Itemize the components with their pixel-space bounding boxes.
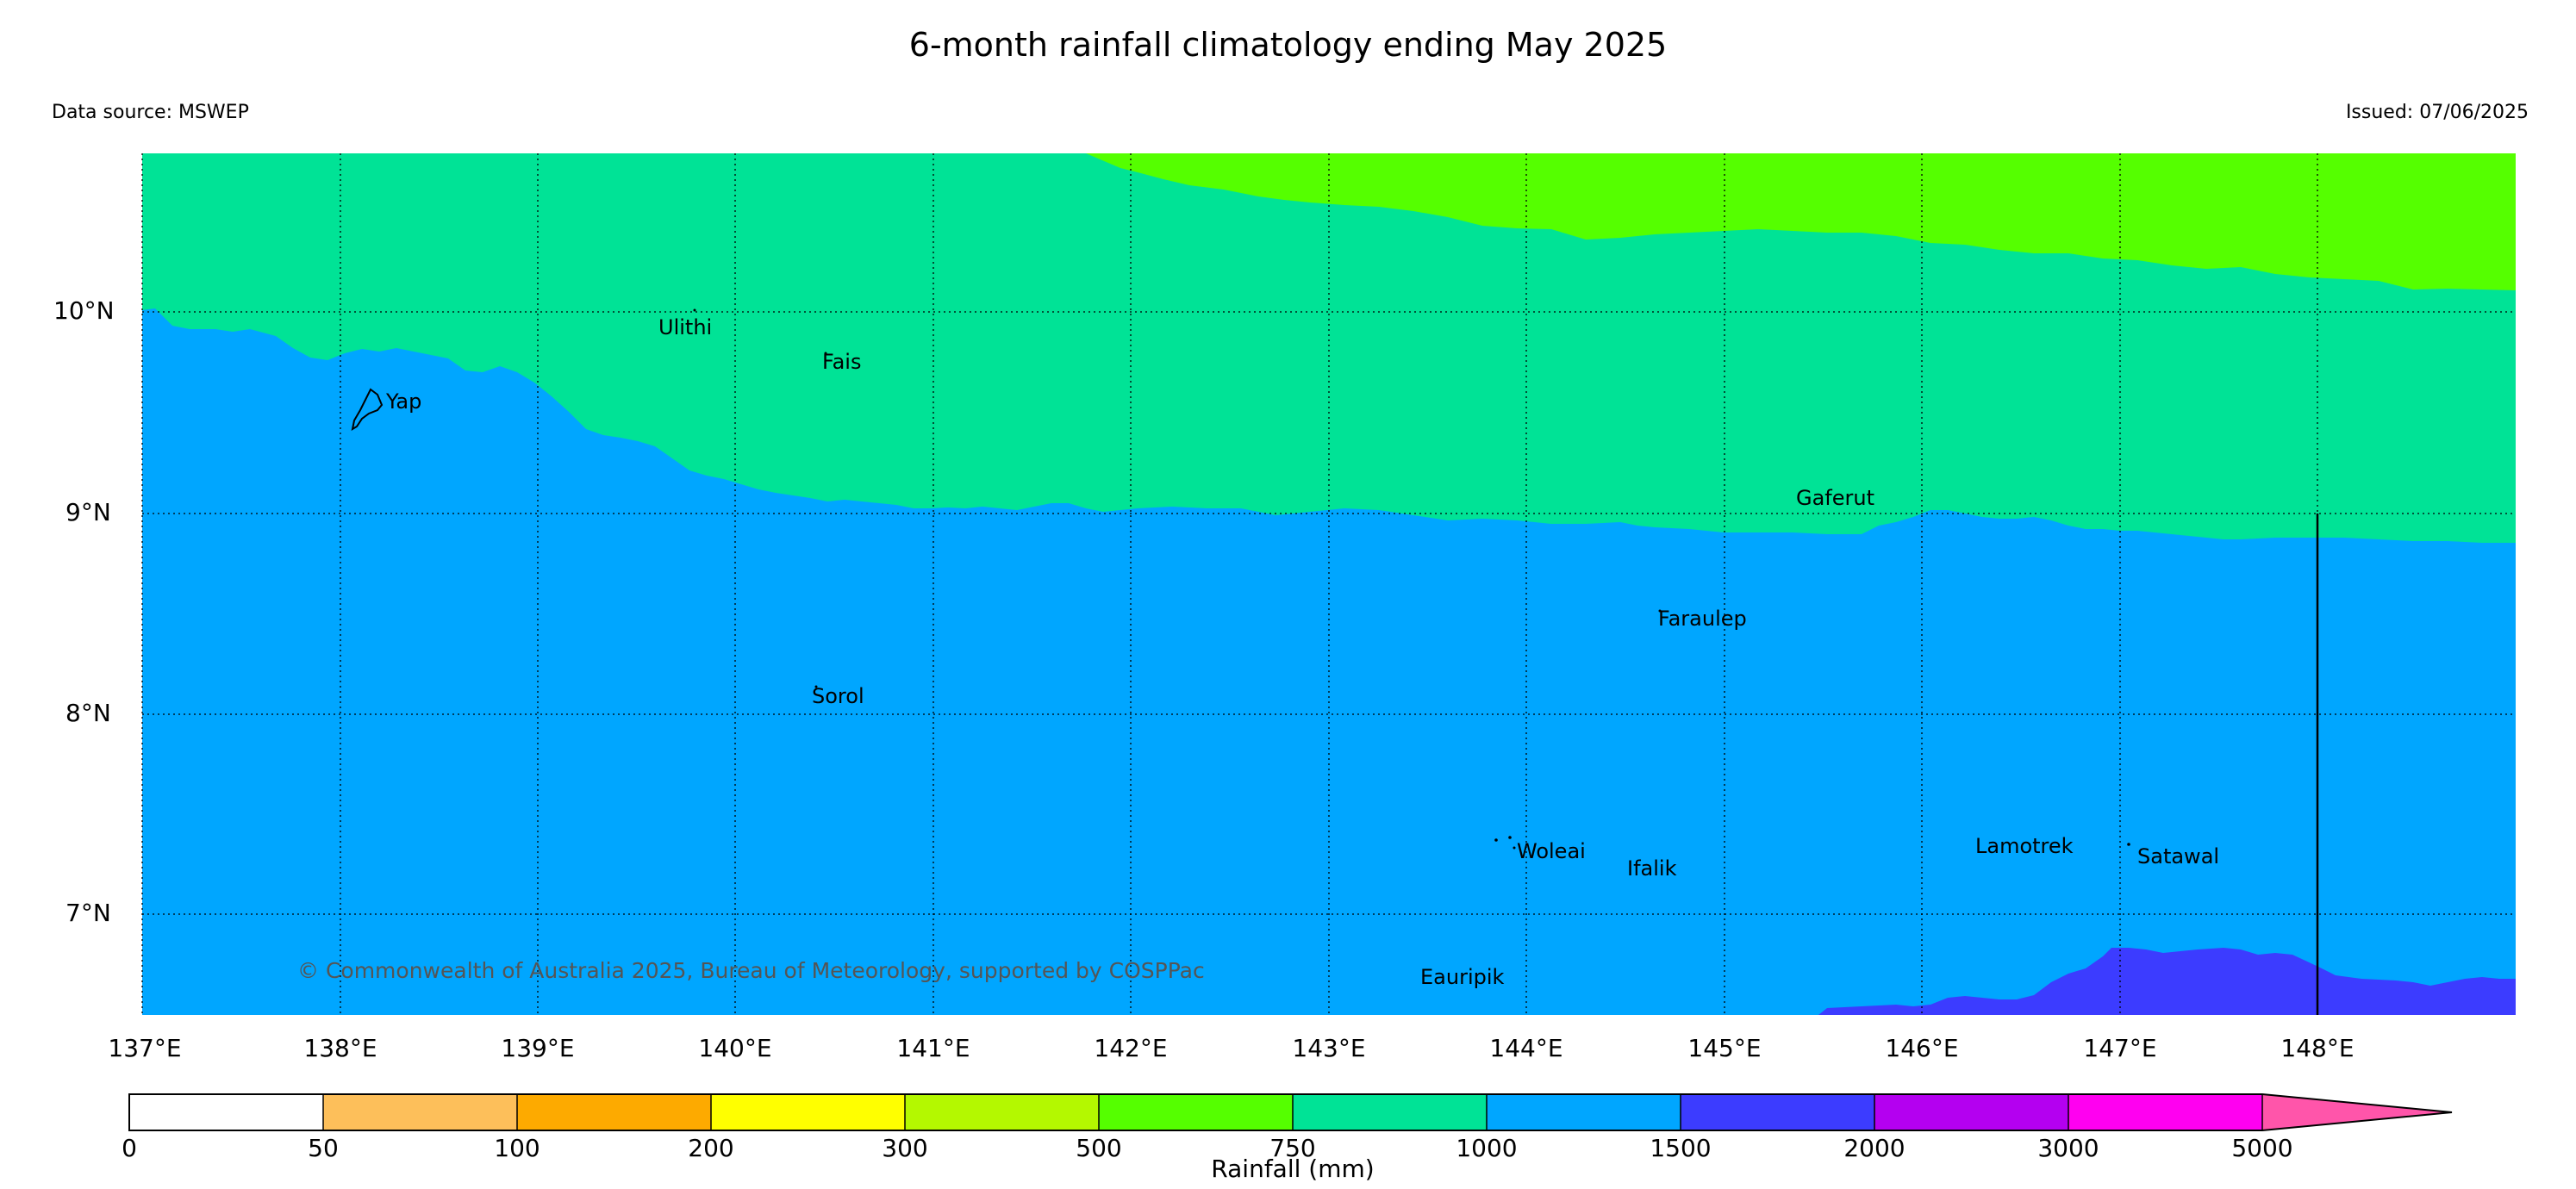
lon-label-137e: 137°E [108,1034,182,1062]
place-label-lamotrek: Lamotrek [1975,834,2074,858]
lon-label-142e: 142°E [1094,1034,1168,1062]
lon-label-148e: 148°E [2280,1034,2355,1062]
lon-label-145e: 145°E [1687,1034,1762,1062]
colorbar-tick: 5000 [2231,1134,2293,1162]
colorbar-label: Rainfall (mm) [1211,1155,1375,1183]
data-source-label: Data source: MSWEP [52,102,249,123]
colorbar-segment [711,1094,905,1130]
colorbar-segment [1681,1094,1874,1130]
lon-label-144e: 144°E [1489,1034,1563,1062]
lat-label-7n: 7°N [65,899,111,927]
colorbar-tick: 750 [1269,1134,1316,1162]
band-2000-3000 [1818,948,2516,1015]
issued-date-label: Issued: 07/06/2025 [2345,102,2529,123]
lon-label-140e: 140°E [698,1034,772,1062]
yap-island-outline [351,388,384,432]
place-label-faraulep: Faraulep [1658,607,1747,631]
lat-label-9n: 9°N [65,498,111,526]
place-label-yap: Yap [386,389,422,414]
lat-label-10n: 10°N [53,296,115,325]
colorbar-segment [1874,1094,2068,1130]
colorbar-tick: 300 [882,1134,928,1162]
map-title: 6-month rainfall climatology ending May … [908,26,1668,64]
colorbar-segment [905,1094,1099,1130]
island-dots [693,308,2130,850]
place-label-eauripik: Eauripik [1420,965,1505,989]
colorbar-tick: 2000 [1843,1134,1905,1162]
lon-label-138e: 138°E [303,1034,377,1062]
place-label-gaferut: Gaferut [1796,486,1875,510]
colorbar-tick: 0 [122,1134,137,1162]
place-label-woleai: Woleai [1517,839,1586,863]
colorbar-segment [1293,1094,1487,1130]
colorbar [128,1093,2453,1131]
place-label-satawal: Satawal [2137,844,2220,868]
colorbar-segment [2068,1094,2262,1130]
lon-label-147e: 147°E [2083,1034,2157,1062]
colorbar-tick: 3000 [2037,1134,2099,1162]
colorbar-segment [129,1094,323,1130]
colorbar-tick: 1000 [1456,1134,1518,1162]
colorbar-segment [1487,1094,1681,1130]
colorbar-tick: 1500 [1650,1134,1712,1162]
colorbar-tick: 100 [494,1134,540,1162]
colorbar-segment [323,1094,517,1130]
place-label-ulithi: Ulithi [658,315,713,339]
lat-label-8n: 8°N [65,699,111,727]
colorbar-extend-arrow [2262,1094,2452,1130]
colorbar-tick: 50 [308,1134,339,1162]
lon-label-146e: 146°E [1885,1034,1959,1062]
copyright-notice: © Commonwealth of Australia 2025, Bureau… [297,958,1205,983]
place-label-ifalik: Ifalik [1627,856,1677,881]
gridlines [141,153,2516,1015]
colorbar-tick: 200 [688,1134,734,1162]
colorbar-segment [517,1094,711,1130]
lon-label-139e: 139°E [501,1034,575,1062]
lon-label-141e: 141°E [896,1034,970,1062]
colorbar-segment [1099,1094,1293,1130]
colorbar-tick: 500 [1076,1134,1122,1162]
place-label-fais: Fais [822,350,862,374]
lon-label-143e: 143°E [1292,1034,1366,1062]
place-label-sorol: Sorol [812,684,864,708]
map-panel [141,153,2516,1015]
